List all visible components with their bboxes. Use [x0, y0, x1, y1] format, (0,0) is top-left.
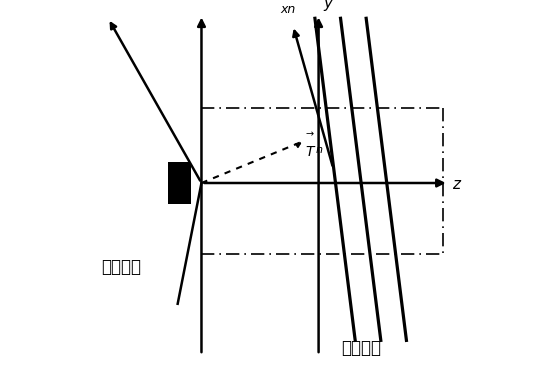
Bar	[168, 162, 191, 204]
Text: 目标平面: 目标平面	[341, 339, 380, 357]
Text: z: z	[452, 178, 460, 192]
Text: xn: xn	[280, 3, 295, 16]
Text: y: y	[323, 0, 332, 11]
Text: T: T	[306, 145, 314, 158]
Text: →: →	[306, 129, 314, 139]
Text: 激光雷达: 激光雷达	[101, 258, 141, 276]
Text: n: n	[316, 145, 322, 155]
